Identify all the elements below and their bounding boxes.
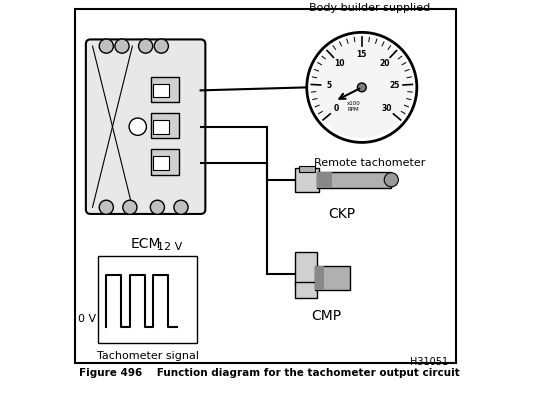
FancyBboxPatch shape <box>86 39 205 214</box>
Bar <box>151 76 179 102</box>
Bar <box>151 149 179 175</box>
Text: 5: 5 <box>326 81 331 90</box>
Circle shape <box>357 83 366 92</box>
Text: Remote tachometer: Remote tachometer <box>314 158 425 168</box>
Text: 20: 20 <box>379 59 390 68</box>
Text: CKP: CKP <box>329 207 356 221</box>
Circle shape <box>99 39 113 53</box>
Bar <box>295 168 319 191</box>
Text: Figure 496    Function diagram for the tachometer output circuit: Figure 496 Function diagram for the tach… <box>79 368 460 379</box>
Bar <box>295 253 316 286</box>
Bar <box>299 166 315 172</box>
Text: 10: 10 <box>334 59 345 68</box>
Circle shape <box>174 200 188 214</box>
Bar <box>153 84 169 97</box>
Circle shape <box>115 39 129 53</box>
Circle shape <box>311 37 412 138</box>
Text: 12 V: 12 V <box>157 242 182 253</box>
Text: 30: 30 <box>382 104 392 113</box>
Bar <box>153 156 169 170</box>
Text: x100
RPM: x100 RPM <box>347 101 360 112</box>
Bar <box>98 256 196 343</box>
Circle shape <box>123 200 137 214</box>
Bar <box>315 266 325 290</box>
Text: H31051: H31051 <box>410 357 448 367</box>
Text: ECM: ECM <box>130 237 161 251</box>
Text: CMP: CMP <box>311 309 341 323</box>
Text: 25: 25 <box>390 81 400 90</box>
Circle shape <box>307 32 417 142</box>
Circle shape <box>139 39 153 53</box>
Bar <box>153 120 169 134</box>
Text: 0 V: 0 V <box>78 314 97 324</box>
Circle shape <box>150 200 164 214</box>
Bar <box>295 282 316 298</box>
Circle shape <box>99 200 113 214</box>
Circle shape <box>384 173 398 187</box>
Bar <box>315 266 350 290</box>
Bar <box>316 172 391 188</box>
Text: Body builder supplied: Body builder supplied <box>309 3 430 13</box>
Circle shape <box>129 118 147 136</box>
Bar <box>316 172 332 188</box>
Text: 0: 0 <box>334 104 339 113</box>
Text: Tachometer signal: Tachometer signal <box>97 351 199 361</box>
Text: 15: 15 <box>357 50 367 59</box>
Bar <box>151 113 179 138</box>
Circle shape <box>154 39 168 53</box>
